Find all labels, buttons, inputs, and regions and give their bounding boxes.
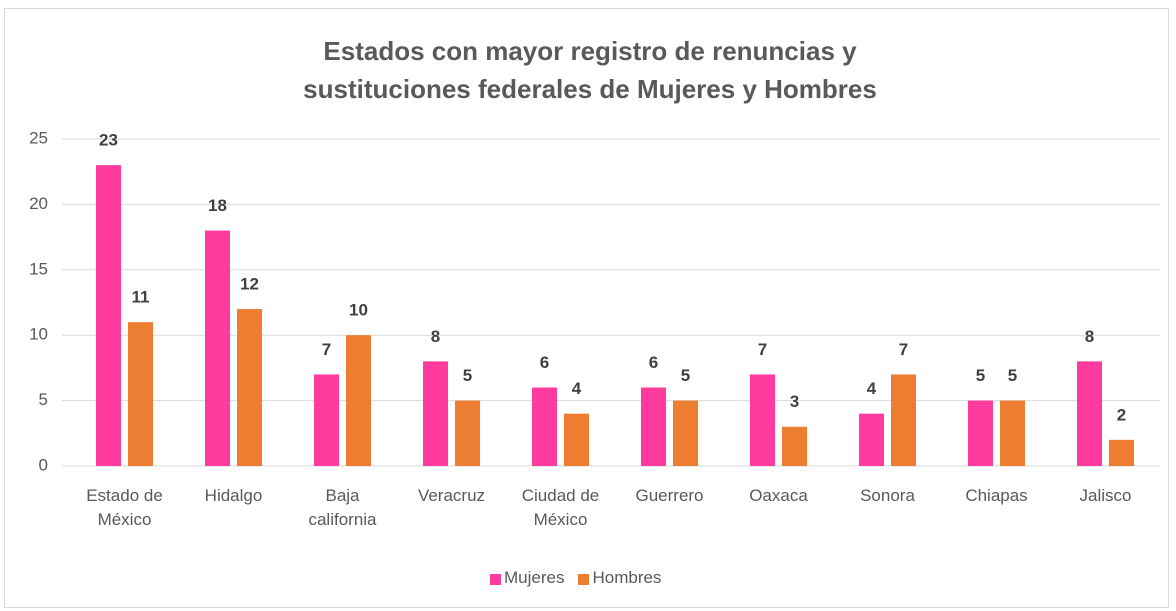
x-tick-label: Guerrero — [635, 486, 704, 505]
bar — [673, 400, 698, 466]
x-tick-label: Jalisco — [1079, 486, 1132, 505]
value-label: 18 — [208, 196, 227, 215]
x-tick-label: Baja california — [308, 486, 377, 529]
y-tick-label: 25 — [29, 128, 48, 147]
chart-title: Estados con mayor registro de renuncias … — [303, 36, 877, 104]
x-tick-label: Hidalgo — [204, 486, 263, 505]
value-label: 5 — [1008, 366, 1017, 385]
y-tick-label: 5 — [39, 390, 48, 409]
bar — [641, 387, 666, 466]
legend-label: Mujeres — [504, 568, 565, 587]
legend-label: Hombres — [592, 568, 662, 587]
x-tick-label: Oaxaca — [749, 486, 808, 505]
value-label: 23 — [99, 131, 118, 150]
value-label: 10 — [349, 301, 368, 320]
x-tick-label: Sonora — [860, 486, 915, 505]
value-label: 6 — [540, 353, 549, 372]
value-label: 12 — [240, 275, 259, 294]
bar — [532, 387, 557, 466]
bar — [891, 374, 916, 466]
value-label: 5 — [681, 366, 690, 385]
y-tick-label: 20 — [29, 194, 48, 213]
y-tick-label: 10 — [29, 325, 48, 344]
bar — [750, 374, 775, 466]
bar — [1109, 439, 1134, 466]
value-label: 3 — [790, 392, 799, 411]
bar — [455, 400, 480, 466]
bar — [1077, 361, 1102, 466]
bar — [859, 413, 884, 466]
value-label: 7 — [758, 340, 767, 359]
bar — [314, 374, 339, 466]
y-tick-label: 0 — [39, 455, 48, 474]
x-tick-label: Estado de México — [86, 486, 163, 529]
x-tick-label: Chiapas — [965, 486, 1028, 505]
value-label: 7 — [322, 340, 331, 359]
bar — [96, 165, 121, 466]
bar — [237, 309, 262, 466]
bar — [1000, 400, 1025, 466]
bar — [968, 400, 993, 466]
value-label: 5 — [976, 366, 985, 385]
x-tick-label: Veracruz — [417, 486, 486, 505]
value-label: 7 — [899, 340, 908, 359]
legend-swatch — [578, 574, 590, 585]
value-label: 11 — [132, 288, 150, 307]
value-label: 4 — [867, 379, 877, 398]
bar — [423, 361, 448, 466]
value-label: 5 — [463, 366, 472, 385]
value-label: 8 — [1085, 327, 1094, 346]
bar — [564, 413, 589, 466]
value-label: 8 — [431, 327, 440, 346]
value-label: 6 — [649, 353, 658, 372]
bar — [205, 230, 230, 466]
bar — [782, 426, 807, 466]
x-tick-label: Ciudad de México — [521, 486, 600, 529]
legend-swatch — [490, 574, 501, 585]
y-tick-label: 15 — [29, 259, 48, 278]
value-label: 2 — [1117, 405, 1126, 424]
bar — [128, 322, 153, 466]
chart-border — [4, 8, 1169, 608]
bar — [346, 335, 371, 466]
value-label: 4 — [572, 379, 582, 398]
